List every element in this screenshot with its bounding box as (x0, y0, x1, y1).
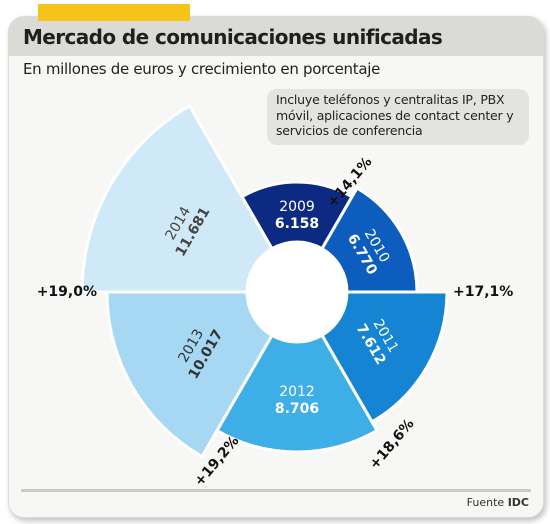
source-credit: Fuente IDC (467, 496, 529, 509)
center-hole (247, 242, 347, 342)
source-label: Fuente (466, 496, 505, 509)
title-band: Mercado de comunicaciones unificadas (9, 17, 543, 56)
scope-note: Incluye teléfonos y centralitas IP, PBX … (267, 89, 529, 145)
growth-label-5: +19,0% (37, 284, 97, 300)
chart-subtitle: En millones de euros y crecimiento en po… (23, 60, 381, 78)
accent-bar (38, 4, 190, 21)
value-label: 8.706 (275, 401, 319, 417)
value-label: 6.158 (275, 216, 319, 232)
infographic-card: Mercado de comunicaciones unificadas En … (8, 16, 544, 518)
growth-label-2: +17,1% (453, 284, 513, 300)
year-label: 2009 (279, 199, 315, 215)
source-name: IDC (507, 496, 529, 509)
wedge-2014 (80, 103, 275, 294)
footer-divider (21, 489, 531, 492)
year-label: 2012 (279, 384, 315, 400)
chart-title: Mercado de comunicaciones unificadas (23, 25, 443, 49)
